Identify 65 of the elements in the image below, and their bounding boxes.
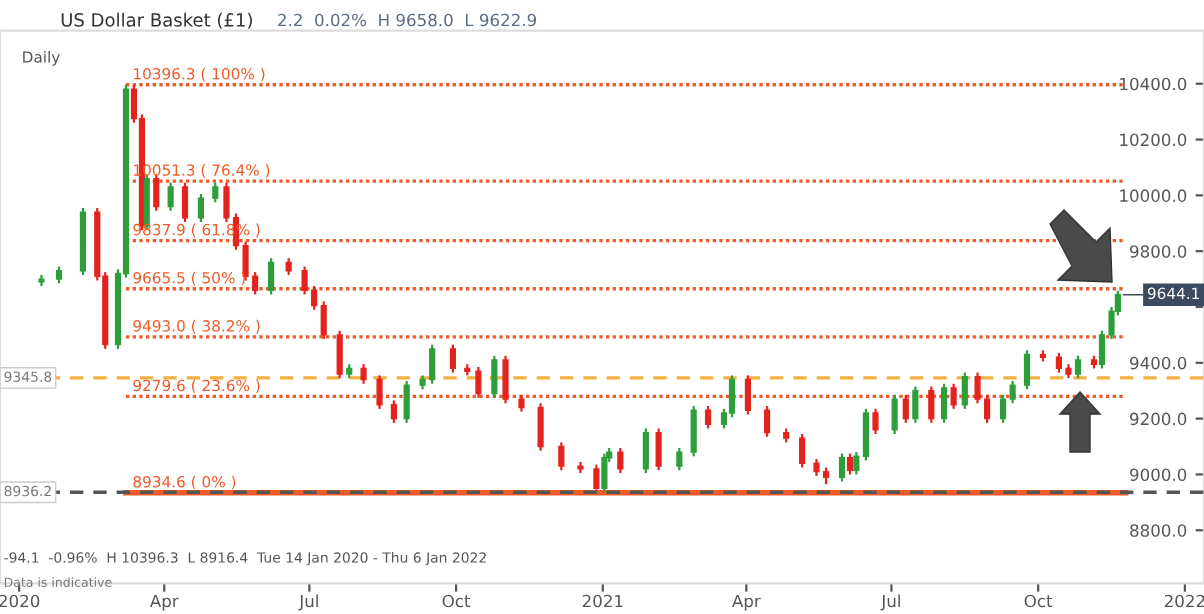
candlestick <box>153 173 160 212</box>
candlestick <box>336 329 343 380</box>
candlestick <box>376 374 383 410</box>
candlestick <box>676 446 683 472</box>
candlestick <box>846 452 854 476</box>
candlestick <box>390 399 397 424</box>
candlestick <box>872 407 879 436</box>
candlestick <box>617 446 624 475</box>
y-tick-label: 10000.0 <box>1120 189 1187 202</box>
x-tick-label: Apr <box>149 594 179 611</box>
x-tick-label: Jul <box>880 594 900 611</box>
x-tick-label: Jul <box>298 594 318 611</box>
candlestick <box>475 365 482 399</box>
candlestick <box>704 404 712 430</box>
y-tick-label: 10200.0 <box>1120 133 1187 147</box>
candlestick <box>891 393 898 436</box>
y-tick-label: 9400.0 <box>1130 356 1187 370</box>
candlestick <box>838 452 846 483</box>
y-tick-label: 9200.0 <box>1130 412 1187 426</box>
candlestick <box>744 374 752 416</box>
candlestick <box>763 404 771 438</box>
candlestick <box>360 363 367 385</box>
candlestick <box>912 385 919 424</box>
candlestick <box>928 385 935 424</box>
candlestick <box>320 300 327 341</box>
candlestick <box>690 404 697 458</box>
candlestick <box>167 181 174 212</box>
chart-subtitle: 2.2 0.02% H 9658.0 L 9622.9 <box>278 13 537 27</box>
y-tick-label: 9800.0 <box>1130 245 1187 258</box>
x-tick-label: Apr <box>732 594 761 611</box>
candlestick <box>1009 379 1016 405</box>
candlestick <box>655 427 662 472</box>
x-tick-label: Oct <box>442 594 471 608</box>
x-tick-label: 2022 <box>1164 594 1204 608</box>
y-tick-label: 8800.0 <box>1130 524 1187 537</box>
candlestick <box>950 382 957 410</box>
x-tick-label: 2021 <box>582 594 623 608</box>
candlestick <box>502 354 509 405</box>
candlestick <box>642 427 649 475</box>
x-tick-label: Oct <box>1024 594 1053 608</box>
candlestick <box>862 407 870 462</box>
candlestick <box>449 343 456 374</box>
candlestick <box>999 393 1007 424</box>
candlestick <box>1023 349 1031 391</box>
candlestick <box>1074 354 1082 380</box>
candlestick <box>558 441 565 472</box>
y-tick-label: 10400.0 <box>1120 77 1187 91</box>
candlestick <box>728 374 736 419</box>
candlestick <box>902 393 909 424</box>
candlestick <box>268 257 275 296</box>
candlestick <box>853 451 860 476</box>
candlestick <box>601 452 608 494</box>
candlestick <box>961 371 968 410</box>
candlestick <box>403 379 410 424</box>
candlestick <box>537 402 544 452</box>
candlestick <box>593 463 600 491</box>
chart-title: US Dollar Basket (£1) <box>61 12 252 29</box>
candlestick <box>799 432 806 469</box>
candlestick <box>491 354 498 399</box>
candlestick <box>197 192 205 223</box>
candlestick <box>181 181 189 223</box>
candlestick <box>212 181 219 204</box>
x-tick-label: 2020 <box>0 594 40 608</box>
y-tick-label: 9000.0 <box>1130 468 1187 482</box>
candlestick <box>940 382 948 424</box>
